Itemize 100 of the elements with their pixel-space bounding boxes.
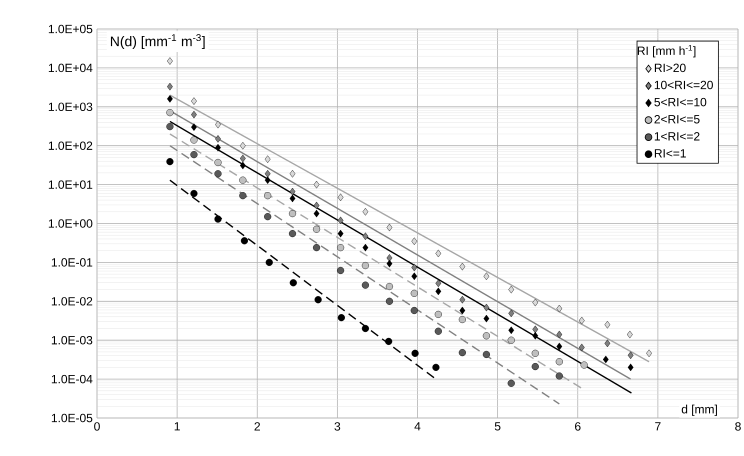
legend-label: 1<RI<=2 — [654, 132, 700, 140]
point — [386, 254, 392, 262]
point — [240, 162, 246, 170]
point — [508, 380, 515, 387]
point — [508, 286, 514, 294]
point — [288, 210, 296, 218]
point — [191, 123, 197, 131]
legend-title: RI [mm h$^{-1}$] — [638, 45, 696, 58]
point — [459, 296, 466, 304]
y-tick-label: 1.0E-02 — [52, 297, 92, 306]
point — [338, 230, 344, 238]
point — [362, 262, 370, 270]
point — [166, 109, 174, 116]
point — [166, 158, 174, 166]
point — [314, 296, 322, 304]
point — [646, 350, 652, 358]
point — [264, 192, 272, 200]
point — [264, 170, 271, 178]
point — [214, 158, 222, 166]
point — [240, 237, 248, 244]
point — [314, 180, 320, 188]
point — [458, 349, 466, 356]
point — [362, 208, 368, 216]
point — [482, 350, 490, 358]
x-tick-label: 5 — [494, 422, 500, 431]
point — [602, 356, 609, 364]
point — [214, 170, 222, 178]
legend-label: RI<=1 — [654, 149, 686, 158]
point — [312, 244, 320, 252]
x-tick-label: 1 — [174, 422, 180, 430]
point — [434, 328, 442, 335]
point — [362, 244, 368, 252]
x-axis-title: d [mm] — [682, 404, 717, 416]
point — [484, 272, 490, 280]
point — [214, 215, 222, 223]
y-tick-label: 1.0E-04 — [52, 374, 92, 384]
point — [167, 82, 173, 90]
point — [191, 97, 197, 105]
point — [410, 290, 418, 297]
point — [386, 224, 392, 232]
point — [435, 250, 442, 258]
point — [338, 216, 344, 224]
point — [167, 57, 173, 65]
y-tick-label: 1.0E-03 — [52, 336, 92, 344]
x-tick-label: 8 — [735, 422, 741, 431]
point — [288, 230, 296, 238]
point — [385, 338, 392, 346]
y-tick-label: 1.0E-01 — [52, 258, 92, 267]
point — [508, 310, 514, 318]
y-tick-label: 1.0E+00 — [48, 219, 92, 228]
legend-label: 5<RI<=10 — [654, 98, 706, 106]
point — [459, 262, 466, 270]
point — [362, 232, 368, 240]
point — [290, 279, 297, 286]
legend-label: RI>20 — [654, 64, 686, 72]
legend-label: 2<RI<=5 — [654, 114, 700, 124]
point — [362, 282, 370, 289]
point — [604, 340, 610, 348]
point — [386, 260, 392, 268]
x-tick-label: 6 — [575, 422, 581, 431]
point — [290, 188, 296, 196]
point — [215, 144, 221, 152]
point — [338, 314, 345, 322]
point — [215, 135, 221, 143]
y-axis-title: N(d) [mm$^{-1}$ m$^{-3}$] — [110, 34, 205, 50]
point — [410, 306, 418, 314]
point — [578, 316, 585, 324]
x-tick-label: 7 — [655, 422, 661, 430]
y-tick-label: 1.0E+02 — [48, 141, 92, 150]
point — [166, 123, 174, 130]
point — [532, 332, 538, 340]
point — [290, 170, 296, 178]
point — [215, 120, 221, 128]
point — [190, 151, 198, 158]
point — [239, 176, 246, 184]
x-tick-label: 4 — [414, 422, 420, 430]
point — [386, 282, 394, 290]
y-tick-label: 1.0E-05 — [52, 414, 92, 422]
x-tick-label: 3 — [334, 422, 340, 431]
point — [312, 226, 320, 233]
point — [191, 110, 197, 118]
point — [532, 326, 538, 334]
point — [556, 372, 563, 380]
y-tick-label: 1.0E+05 — [48, 24, 92, 34]
point — [435, 288, 442, 296]
point — [411, 264, 418, 272]
point — [578, 344, 585, 352]
point — [604, 320, 610, 329]
point — [556, 304, 562, 312]
point — [190, 136, 198, 144]
point — [336, 244, 344, 252]
point — [290, 194, 296, 202]
point — [580, 361, 588, 369]
point — [482, 332, 490, 340]
x-tick-label: 2 — [254, 422, 260, 431]
point — [240, 154, 246, 162]
point — [432, 364, 440, 371]
point — [239, 192, 246, 200]
legend-label: 10<RI<=20 — [654, 80, 713, 90]
point — [434, 310, 442, 318]
